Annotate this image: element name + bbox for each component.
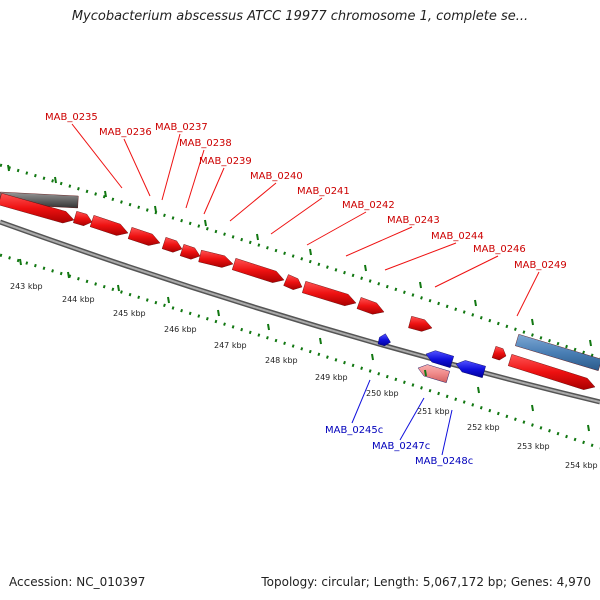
outer-major-tick: [589, 339, 592, 347]
gene-label-forward[interactable]: MAB_0240: [250, 171, 303, 182]
outer-major-tick: [474, 299, 477, 307]
gene-arrow-reverse[interactable]: [417, 364, 450, 383]
map-title: Mycobacterium abscessus ATCC 19977 chrom…: [71, 9, 529, 24]
gene-arrow-forward[interactable]: [507, 354, 596, 390]
kbp-label: 243 kbp: [10, 282, 43, 291]
kbp-label: 253 kbp: [517, 442, 550, 451]
gene-arrow-forward[interactable]: [231, 258, 285, 283]
gene-label-forward[interactable]: MAB_0235: [45, 112, 98, 123]
gene-arrow-forward[interactable]: [127, 227, 161, 246]
gene-arrow-reverse[interactable]: [377, 333, 391, 347]
gene-label-forward[interactable]: MAB_0249: [514, 260, 567, 271]
inner-major-tick: [217, 309, 220, 317]
gene-arrow-forward[interactable]: [161, 237, 183, 253]
gene-label-reverse[interactable]: MAB_0245c: [325, 425, 383, 436]
gene-arrow-forward[interactable]: [408, 315, 433, 332]
kbp-label: 254 kbp: [565, 461, 598, 470]
callout-line-forward: [306, 211, 367, 246]
accession-text: Accession: NC_010397: [9, 575, 146, 589]
topology-stats-text: Topology: circular; Length: 5,067,172 bp…: [261, 575, 591, 589]
gene-arrow-forward[interactable]: [283, 274, 303, 290]
gene-arrow-forward[interactable]: [301, 281, 357, 307]
gene-arrow-reverse[interactable]: [455, 360, 486, 379]
inner-major-tick: [424, 369, 427, 377]
callout-line-reverse: [399, 397, 425, 441]
gene-arrow-forward[interactable]: [198, 249, 234, 268]
outer-major-tick: [364, 264, 367, 272]
kbp-label: 251 kbp: [417, 407, 450, 416]
inner-major-tick: [371, 353, 374, 361]
kbp-label: 250 kbp: [366, 389, 399, 398]
callout-line-forward: [71, 123, 123, 189]
gene-label-forward[interactable]: MAB_0236: [99, 127, 152, 138]
inner-major-tick: [477, 386, 480, 394]
gene-arrow-forward[interactable]: [179, 244, 201, 260]
kbp-label: 245 kbp: [113, 309, 146, 318]
callout-line-forward: [345, 226, 413, 257]
inner-major-tick: [19, 258, 22, 266]
inner-major-tick: [167, 296, 170, 304]
kbp-label: 248 kbp: [265, 356, 298, 365]
callout-line-forward: [161, 133, 181, 201]
gene-label-forward[interactable]: MAB_0237: [155, 122, 208, 133]
gene-arrow-reverse[interactable]: [425, 350, 455, 368]
gene-label-forward[interactable]: MAB_0243: [387, 215, 440, 226]
gene-label-forward[interactable]: MAB_0239: [199, 156, 252, 167]
inner-major-tick: [587, 424, 590, 432]
outer-major-tick: [104, 190, 107, 198]
kbp-label: 247 kbp: [214, 341, 247, 350]
inner-major-tick: [267, 323, 270, 331]
outer-major-tick: [7, 164, 10, 172]
gene-arrow-forward[interactable]: [89, 215, 129, 236]
kbp-label: 244 kbp: [62, 295, 95, 304]
kbp-label: 246 kbp: [164, 325, 197, 334]
callout-line-reverse: [441, 409, 453, 456]
callout-line-reverse: [351, 379, 371, 424]
outer-major-tick: [54, 176, 57, 184]
callout-line-forward: [270, 197, 323, 235]
gene-arrow-forward[interactable]: [356, 297, 385, 315]
callout-line-forward: [185, 149, 205, 209]
callout-line-forward: [516, 271, 540, 317]
callout-line-forward: [384, 242, 457, 271]
outer-major-tick: [309, 248, 312, 256]
gene-arrow-forward[interactable]: [491, 346, 507, 361]
callout-line-forward: [203, 167, 225, 215]
inner-tick-ring: [0, 253, 600, 450]
gene-label-forward[interactable]: MAB_0246: [473, 244, 526, 255]
callout-line-forward: [123, 138, 151, 197]
outer-major-tick: [419, 281, 422, 289]
kbp-label: 249 kbp: [315, 373, 348, 382]
callout-line-forward: [434, 255, 499, 288]
gene-label-forward[interactable]: MAB_0244: [431, 231, 484, 242]
outer-major-tick: [256, 233, 259, 241]
gene-arrow-forward[interactable]: [73, 210, 93, 226]
outer-major-tick: [154, 205, 157, 213]
gene-arrow-forward[interactable]: [0, 192, 75, 224]
inner-major-tick: [319, 337, 322, 345]
inner-major-tick: [67, 271, 70, 279]
inner-major-tick: [117, 284, 120, 292]
gene-label-reverse[interactable]: MAB_0247c: [372, 441, 430, 452]
gene-label-forward[interactable]: MAB_0238: [179, 138, 232, 149]
gene-label-forward[interactable]: MAB_0241: [297, 186, 350, 197]
callout-line-forward: [229, 182, 277, 222]
outer-major-tick: [531, 318, 534, 326]
inner-major-tick: [531, 404, 534, 412]
gene-arrow-forward[interactable]: [515, 334, 600, 371]
gene-label-reverse[interactable]: MAB_0248c: [415, 456, 473, 467]
outer-major-tick: [204, 219, 207, 227]
kbp-label: 252 kbp: [467, 423, 500, 432]
outer-tick-ring: [0, 163, 600, 360]
backbone-line-highlight: [0, 221, 600, 403]
gene-label-forward[interactable]: MAB_0242: [342, 200, 395, 211]
